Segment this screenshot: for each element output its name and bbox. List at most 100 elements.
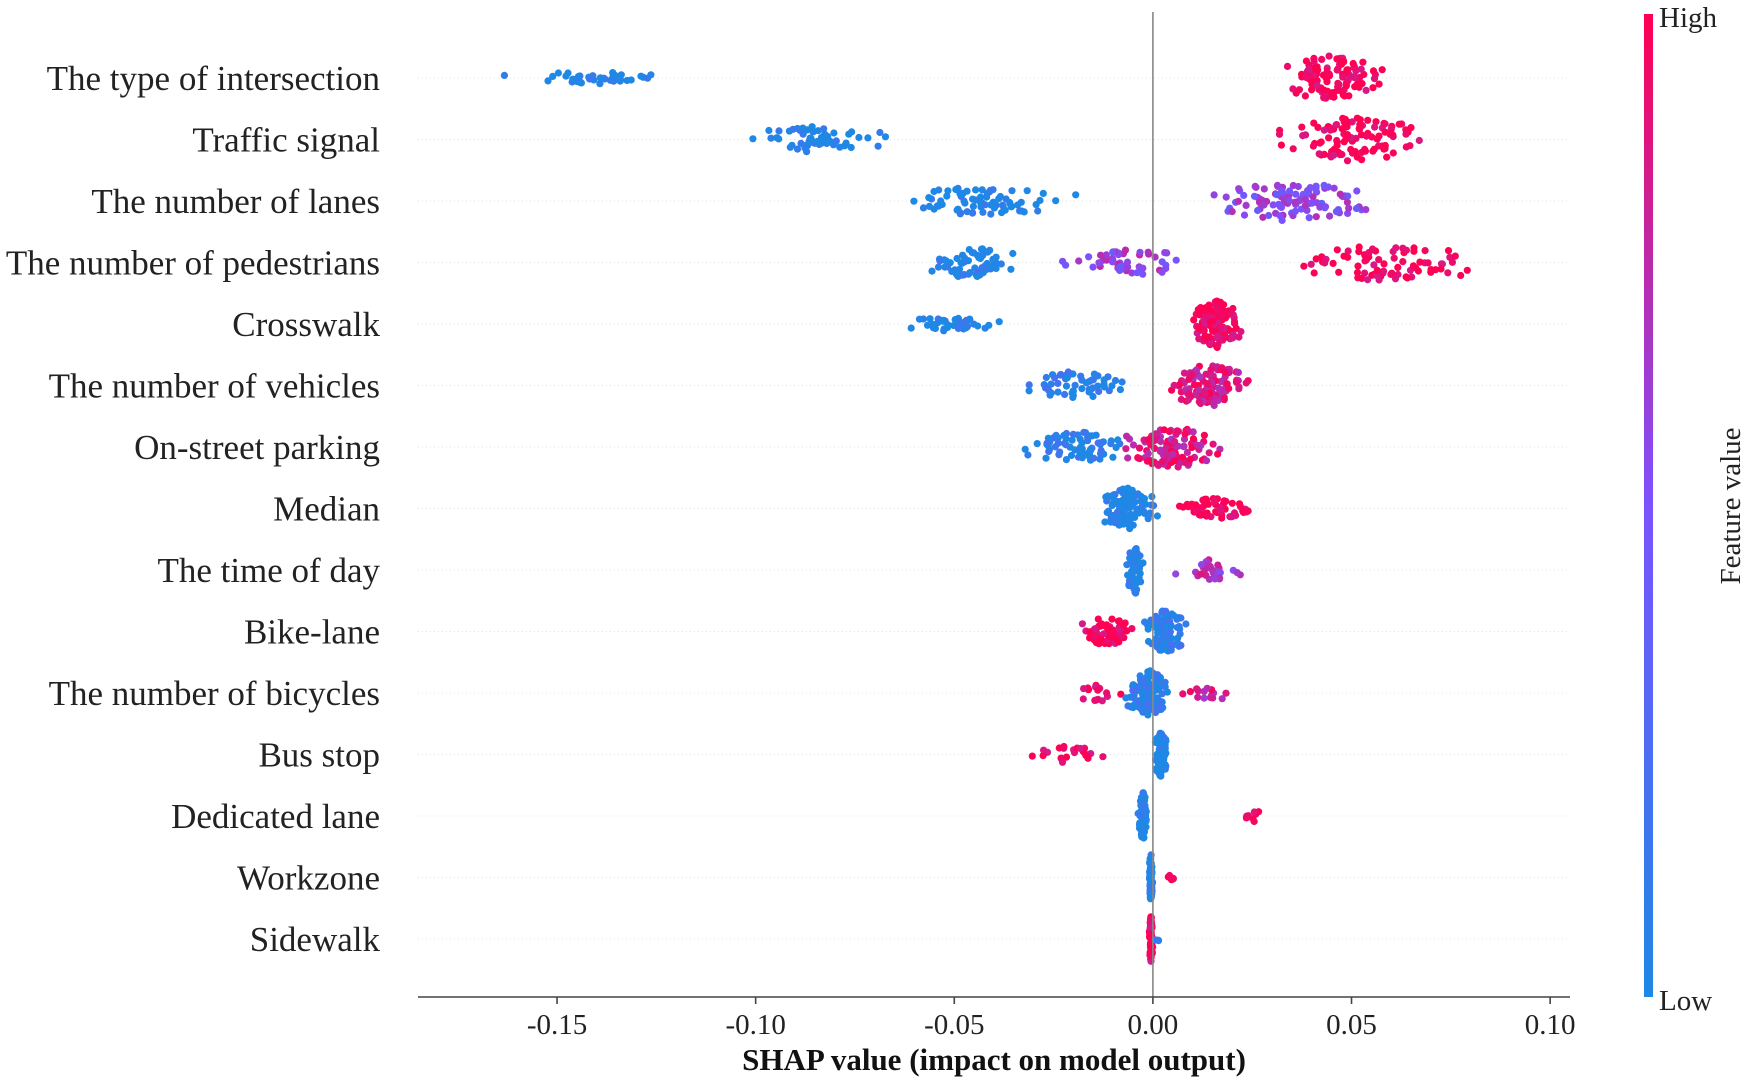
shap-point (1240, 211, 1249, 219)
shap-point (985, 321, 993, 329)
shap-point (1199, 305, 1207, 313)
shap-point (1407, 124, 1415, 132)
shap-point (1275, 130, 1284, 138)
shap-point (1124, 454, 1132, 462)
shap-point (1179, 690, 1187, 698)
shap-point (1202, 457, 1211, 465)
shap-point (1390, 254, 1398, 262)
shap-point (1338, 125, 1346, 133)
shap-point (1345, 204, 1353, 212)
shap-point (1181, 430, 1189, 438)
shap-point (1326, 212, 1334, 220)
shap-point (1114, 436, 1122, 444)
shap-point (1321, 204, 1329, 212)
shap-point (1228, 499, 1236, 507)
shap-point (1135, 683, 1143, 691)
shap-point (1199, 496, 1207, 504)
shap-point (749, 135, 757, 143)
shap-point (1025, 387, 1033, 395)
shap-point (1364, 116, 1372, 124)
shap-point (1230, 318, 1239, 326)
shap-point (1345, 92, 1353, 100)
shap-point (1063, 374, 1071, 382)
shap-point (1354, 262, 1362, 270)
shap-point (1113, 518, 1121, 526)
shap-point (1259, 213, 1267, 221)
shap-point (1078, 385, 1086, 393)
shap-point (1136, 455, 1144, 463)
shap-point (1250, 808, 1258, 816)
shap-point (1448, 258, 1456, 266)
shap-point (1119, 496, 1127, 504)
shap-point (1111, 376, 1120, 385)
shap-point (1228, 208, 1236, 216)
shap-point (1359, 58, 1367, 66)
shap-point (1196, 373, 1204, 381)
shap-point (564, 69, 572, 77)
shap-point (931, 324, 940, 333)
shap-point (1203, 380, 1211, 388)
shap-point (1118, 632, 1126, 640)
shap-point (938, 200, 946, 209)
shap-point (821, 130, 829, 138)
x-axis: -0.15 -0.10 -0.05 0.00 0.05 0.10 (418, 996, 1576, 1041)
shap-point (1069, 393, 1077, 401)
shap-point (1197, 561, 1206, 569)
shap-point (1437, 265, 1445, 273)
shap-point (1061, 390, 1069, 399)
feature-label: The number of lanes (91, 182, 380, 221)
shap-point (1162, 264, 1170, 272)
shap-point (1101, 518, 1109, 526)
shap-point (1188, 371, 1196, 379)
shap-point (1234, 368, 1242, 376)
shap-point (1119, 505, 1127, 513)
shap-point (1276, 212, 1284, 220)
shap-point (855, 133, 863, 142)
shap-point (938, 316, 946, 324)
shap-point (1084, 433, 1092, 441)
shap-point (803, 126, 811, 134)
shap-point (1193, 366, 1201, 374)
shap-point (1144, 625, 1152, 633)
shap-point (1041, 384, 1050, 392)
shap-point (1201, 389, 1209, 397)
shap-point (575, 76, 583, 84)
shap-point (1362, 132, 1371, 140)
shap-point (1109, 248, 1117, 256)
shap-point (1273, 181, 1282, 189)
shap-point (957, 259, 965, 267)
shap-point (1240, 191, 1248, 199)
shap-point (1156, 617, 1164, 625)
shap-point (1279, 189, 1287, 197)
shap-point (1165, 427, 1173, 436)
shap-point (990, 204, 999, 212)
shap-point (554, 69, 563, 77)
shap-point (1177, 641, 1185, 650)
shap-point (1307, 260, 1315, 268)
shap-point (1312, 213, 1320, 221)
shap-point (1309, 142, 1317, 150)
shap-point (942, 257, 950, 265)
shap-point (826, 137, 834, 145)
x-tick-label: -0.15 (527, 1009, 587, 1041)
shap-point (1336, 151, 1344, 159)
shap-point (1289, 181, 1297, 190)
shap-point (1080, 685, 1088, 693)
shap-point (1162, 607, 1170, 615)
shap-point (1286, 187, 1294, 195)
shap-point (1104, 624, 1112, 633)
shap-point (1343, 131, 1352, 139)
shap-point (1096, 259, 1104, 267)
feature-label: Crosswalk (232, 305, 380, 344)
shap-point (995, 195, 1003, 203)
shap-point (1392, 244, 1400, 252)
shap-point (1357, 65, 1365, 73)
shap-point (1289, 85, 1297, 93)
shap-point (1375, 80, 1383, 88)
shap-point (1333, 55, 1341, 63)
shap-point (1195, 335, 1203, 343)
shap-point (1424, 259, 1432, 267)
shap-point (1148, 682, 1156, 690)
shap-point (1457, 271, 1465, 280)
shap-point (1318, 55, 1326, 64)
